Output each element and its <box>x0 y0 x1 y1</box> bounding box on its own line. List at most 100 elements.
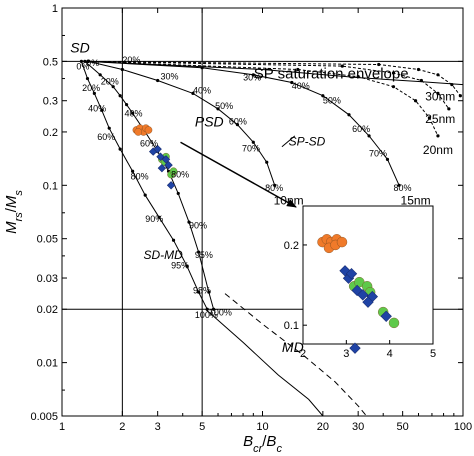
sp-sd-node-2-4 <box>413 99 418 103</box>
sd-md-pct-label-1-0: 0% <box>86 58 99 68</box>
sp-sd-node-1-4 <box>321 94 325 98</box>
sp-sd-node-0-2 <box>156 78 160 83</box>
sp-sd-node-2-6 <box>436 134 440 138</box>
sp-sd-node-0-1 <box>120 67 124 72</box>
blue-point-6 <box>166 181 176 190</box>
inset-blue-point-8 <box>349 342 361 354</box>
y-tick-label-6: 0.2 <box>43 127 58 139</box>
inset-blue-point-4 <box>357 289 369 301</box>
sp-sd-node-0-4 <box>216 107 220 111</box>
y-tick-label-7: 0.3 <box>43 96 58 108</box>
sd-md-node-0-5 <box>118 147 122 151</box>
sp-sd-node-4-1 <box>377 62 381 67</box>
sp-sd-node-0-3 <box>191 91 195 95</box>
sd-md-node-1-9 <box>176 191 180 196</box>
md-line <box>205 308 324 416</box>
inset-x-tick-label-2: 4 <box>387 348 393 360</box>
sd-md-node-0-10 <box>185 264 189 268</box>
sd-md-node-0-2 <box>92 91 96 95</box>
sp-sd-mixing-line-25nm <box>88 60 450 110</box>
sp-sd-node-1-5 <box>347 113 351 117</box>
sp-sd-node-1-2 <box>251 73 255 77</box>
sd-md-node-1-2 <box>111 85 115 89</box>
y-tick-label-4: 0.05 <box>37 234 58 246</box>
sd-md-pct-label-1-2: 40% <box>125 108 143 118</box>
chart-labels: 0%20%40%60%80%90%95%98%100%0%20%40%60%80… <box>70 40 455 355</box>
grain-size-label-30nm: 30nm <box>425 90 455 104</box>
inset-frame <box>302 205 434 345</box>
y-tick-label-3: 0.03 <box>37 273 58 285</box>
sp-sd-pointer <box>281 135 296 148</box>
sp-sd-node-0-6 <box>251 140 255 144</box>
inset-arrow <box>180 141 297 208</box>
grain-size-label-20nm: 20nm <box>423 143 453 157</box>
inset-x-tick-label-1: 3 <box>343 348 349 360</box>
sp-sd-pct-label-1-2: 50% <box>323 95 341 105</box>
sp-sd-node-3-4 <box>436 91 440 95</box>
sd-md-node-0-11 <box>196 290 201 294</box>
sp-sd-pct-label-0-5: 70% <box>242 144 260 154</box>
sd-md-node-0-6 <box>131 169 135 173</box>
sd-md-node-1-3 <box>118 94 122 98</box>
inset-blue-point-7 <box>362 296 374 308</box>
sp-sd-node-0-7 <box>265 160 269 164</box>
sd-md-node-0-1 <box>85 76 90 81</box>
axes: 1 2 3 5 10 20 30 50 100 0.005 0.01 0.02 0.03 0.05 0.1 0… <box>3 3 472 455</box>
x-axis-title: Bcr/Bc <box>243 433 282 455</box>
sd-md-mixing-line-0 <box>80 61 208 310</box>
inset-blue-point-6 <box>380 310 392 322</box>
sp-sd-pct-label-0-3: 50% <box>215 101 233 111</box>
sp-sd-node-1-7 <box>385 157 390 162</box>
inset-x-tick-label-3: 5 <box>430 348 436 360</box>
sp-sd-mixing-line-30nm <box>88 60 461 97</box>
grain-size-label-10nm: 10nm <box>274 193 304 207</box>
sp-sd-pct-label-1-0: 30% <box>243 73 261 83</box>
sp-sd-node-3-5 <box>447 107 451 111</box>
inset-x-tick-label-0: 2 <box>300 348 306 360</box>
x-tick-label-7: 50 <box>397 421 409 433</box>
sp-sd-node-4-5 <box>458 94 462 98</box>
y-axis-title: Mrs/Ms <box>3 190 25 234</box>
x-tick-label-8: 100 <box>454 421 472 433</box>
sd-md-pct-label-0-7: 98% <box>193 286 211 296</box>
data-points <box>132 124 178 190</box>
inset-orange-point-6 <box>336 236 348 248</box>
y-tick-label-0: 0.005 <box>30 411 58 423</box>
sp-sd-pct-label-0-6: 80% <box>265 183 283 193</box>
inset-green-point-5 <box>388 317 400 329</box>
sp-sd-pct-label-0-2: 40% <box>193 85 211 95</box>
sp-sd-node-1-3 <box>290 80 294 85</box>
sd-md-node-1-5 <box>131 111 135 115</box>
sd-md-pct-label-0-3: 60% <box>97 132 115 142</box>
grain-size-label-25nm: 25nm <box>425 112 455 126</box>
inset-y-tick-label-0: 0.1 <box>284 320 299 332</box>
x-tick-label-4: 10 <box>256 421 268 433</box>
blue-point-5 <box>164 160 173 170</box>
x-tick-label-0: 1 <box>59 421 65 433</box>
x-tick-label-6: 30 <box>352 421 364 433</box>
sd-md-pct-label-0-6: 95% <box>171 260 189 270</box>
sp-sd-node-1-6 <box>367 134 371 138</box>
orange-point-5 <box>144 126 153 134</box>
sp-sd-node-2-3 <box>391 85 396 89</box>
x-tick-label-3: 5 <box>199 421 205 433</box>
sd-md-pct-label-1-4: 80% <box>171 169 189 179</box>
sd-md-node-0-3 <box>100 108 104 112</box>
y-tick-label-8: 0.5 <box>43 56 58 68</box>
sp-sd-node-1-8 <box>397 183 401 187</box>
orange-point-4 <box>134 128 143 136</box>
sp-saturation-envelope <box>88 60 463 86</box>
blue-point-1 <box>153 144 162 154</box>
sd-md-pct-label-0-0: 0% <box>76 61 89 71</box>
region-label-psd: PSD <box>195 113 224 129</box>
green-point-3 <box>169 167 178 176</box>
y-tick-label-2: 0.02 <box>37 304 58 316</box>
x-tick-label-1: 2 <box>119 421 125 433</box>
x-tick-label-2: 3 <box>155 421 161 433</box>
region-label-md: MD <box>282 339 304 355</box>
sp-sd-node-4-3 <box>436 73 440 77</box>
sp-sd-pct-label-1-1: 40% <box>292 81 310 91</box>
sp-sd-node-2-5 <box>427 116 432 120</box>
model-curves <box>62 8 463 416</box>
